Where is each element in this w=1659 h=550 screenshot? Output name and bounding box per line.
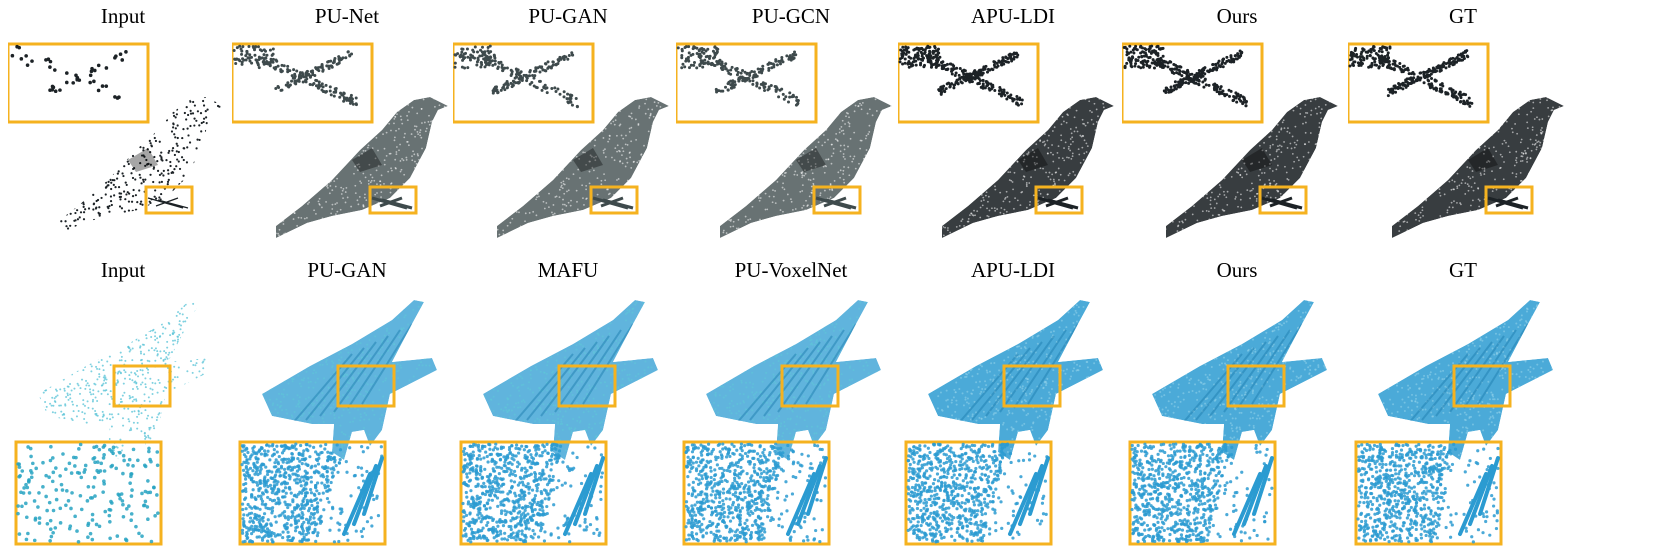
bird-feet [1487,196,1529,210]
zoom-region-frame [589,185,639,215]
bird-figure [8,42,224,238]
zoom-region-frame [1452,364,1512,408]
zoom-inset [232,44,358,107]
zoom-inset-frame [676,42,818,124]
jet-figure [682,300,881,546]
bird-figure [898,42,1114,238]
bird-figure [676,42,892,238]
method-label: PU-VoxelNet [734,258,848,282]
zoom-inset-frame [1128,440,1277,546]
zoom-inset [16,442,160,544]
zoom-inset [461,442,605,544]
method-label: PU-Net [314,4,380,28]
zoom-region-frame [1484,185,1534,215]
zoom-region-frame [1034,185,1084,215]
bird-feet [592,196,634,210]
zoom-inset-frame [1348,42,1490,124]
method-label: PU-GAN [307,258,387,282]
method-label: APU-LDI [971,4,1055,28]
bird-figure [1348,42,1564,238]
zoom-inset-frame [1354,440,1503,546]
zoom-inset-frame [453,42,595,124]
jet-figure [1128,300,1327,546]
zoom-region-frame [1002,364,1062,408]
method-label: PU-GCN [751,4,831,28]
zoom-inset-frame [898,42,1040,124]
zoom-region-frame [336,364,396,408]
jet-figure [904,300,1103,546]
zoom-inset [1356,442,1500,544]
zoom-inset [676,45,800,107]
zoom-inset [906,442,1050,544]
method-label: Ours [1216,258,1258,282]
jet-figure [1354,300,1553,546]
zoom-region-frame [812,185,862,215]
zoom-inset [1130,442,1274,544]
jet-figure [459,300,658,546]
bird-feet [371,196,413,210]
zoom-inset-frame [1122,42,1264,124]
zoom-inset [1122,44,1248,108]
bird-figure [1122,42,1338,238]
jet-figure [238,300,437,546]
zoom-inset-frame [8,42,150,124]
zoom-region-frame [1226,364,1286,408]
zoom-region-frame [1258,185,1308,215]
jet-figure [14,300,213,546]
jet-comparison-row: Input PU-GAN MAFU PU-VoxelNet APU-LDI Ours GT [0,258,1659,550]
zoom-inset [10,44,128,100]
zoom-inset [1348,45,1474,108]
method-label: APU-LDI [971,258,1055,282]
zoom-inset [684,442,828,544]
zoom-region-frame [557,364,617,408]
zoom-inset-frame [232,42,374,124]
zoom-region-frame [780,364,840,408]
zoom-region-frame [112,364,172,408]
bird-comparison-row: Input PU-Net PU-GAN PU-GCN APU-LDI Ours GT [0,0,1659,240]
zoom-region-frame [368,185,418,215]
method-label: Ours [1216,4,1258,28]
zoom-inset-frame [904,440,1053,546]
zoom-region-frame [144,185,194,215]
bird-figure [232,42,448,238]
zoom-inset-frame [238,440,387,546]
method-label: Input [100,258,146,282]
method-label: Input [100,4,146,28]
zoom-inset [898,44,1024,107]
zoom-inset-frame [682,440,831,546]
zoom-inset [453,44,579,109]
method-label: PU-GAN [528,4,608,28]
bird-figure [453,42,669,238]
bird-feet [1261,196,1303,210]
zoom-inset [240,442,384,544]
bird-feet [147,197,189,209]
zoom-inset-frame [14,440,163,546]
bird-feet [1037,196,1079,210]
method-label: MAFU [537,258,599,282]
zoom-inset-frame [459,440,608,546]
method-label: GT [1449,4,1477,28]
bird-feet [815,196,857,210]
method-label: GT [1449,258,1477,282]
